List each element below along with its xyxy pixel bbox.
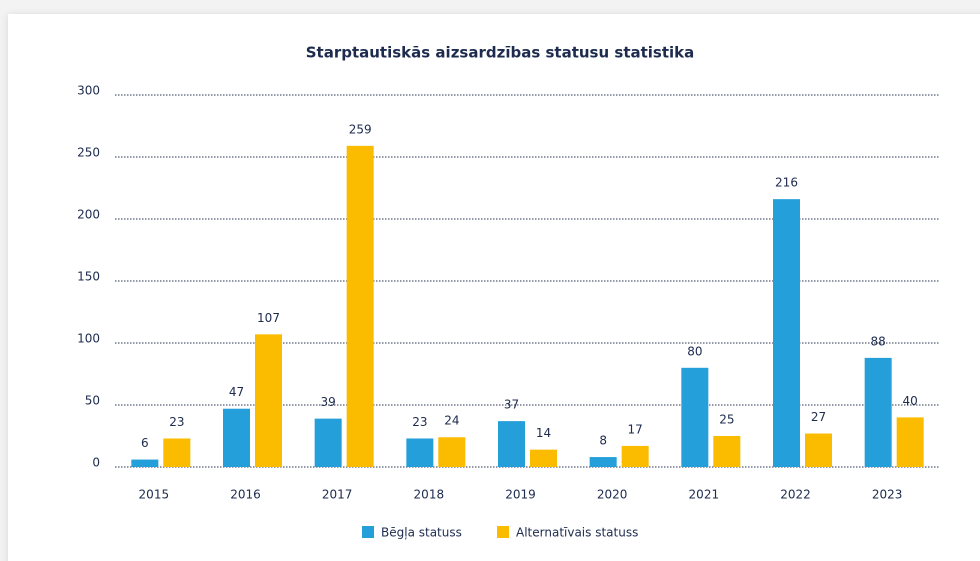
data-label: 27 [811,410,826,424]
x-tick-label: 2015 [139,488,170,502]
data-label: 23 [169,415,184,429]
bar [314,418,342,467]
data-label: 37 [504,398,519,412]
bar [131,459,159,467]
chart-title: Starptautiskās aizsardzības statusu stat… [306,44,695,62]
data-label: 6 [141,436,149,450]
data-label: 47 [229,385,244,399]
bar [530,449,557,467]
bar [864,357,892,467]
data-label: 107 [257,311,280,325]
y-tick-label: 50 [85,394,100,408]
y-tick-label: 200 [77,208,100,222]
data-label: 216 [775,176,798,190]
bar [621,445,649,467]
bar [896,417,924,467]
data-label: 23 [412,415,427,429]
bar [773,199,800,467]
data-label: 259 [349,122,372,136]
data-label: 40 [903,394,918,408]
bar [223,408,250,467]
data-label: 80 [687,344,702,358]
y-tick-label: 0 [92,456,100,470]
x-tick-label: 2017 [322,488,353,502]
bar [681,367,709,467]
data-label: 8 [599,434,607,448]
legend-label: Bēgļa statuss [381,526,462,540]
bar [805,433,832,467]
bar [713,436,741,467]
x-tick-label: 2021 [689,488,720,502]
data-label: 25 [719,413,734,427]
bar [589,457,617,467]
data-label: 17 [628,422,643,436]
legend-label: Alternatīvais statuss [516,526,638,540]
bar [346,145,374,467]
bar [163,438,191,467]
legend-swatch [497,526,509,538]
legend-swatch [362,526,374,538]
y-tick-label: 250 [77,146,100,160]
data-label: 88 [871,334,886,348]
y-tick-label: 150 [77,270,100,284]
bar [406,438,434,467]
x-tick-label: 2018 [414,488,445,502]
bar [498,421,525,467]
x-tick-label: 2020 [597,488,628,502]
y-tick-label: 300 [77,84,100,98]
x-tick-label: 2016 [230,488,261,502]
x-tick-label: 2022 [780,488,811,502]
data-label: 24 [444,414,459,428]
card [8,14,980,561]
y-tick-label: 100 [77,332,100,346]
bar [438,437,466,467]
data-label: 14 [536,426,551,440]
x-tick-label: 2023 [872,488,903,502]
data-label: 39 [321,395,336,409]
x-tick-label: 2019 [505,488,536,502]
bar [255,334,282,467]
